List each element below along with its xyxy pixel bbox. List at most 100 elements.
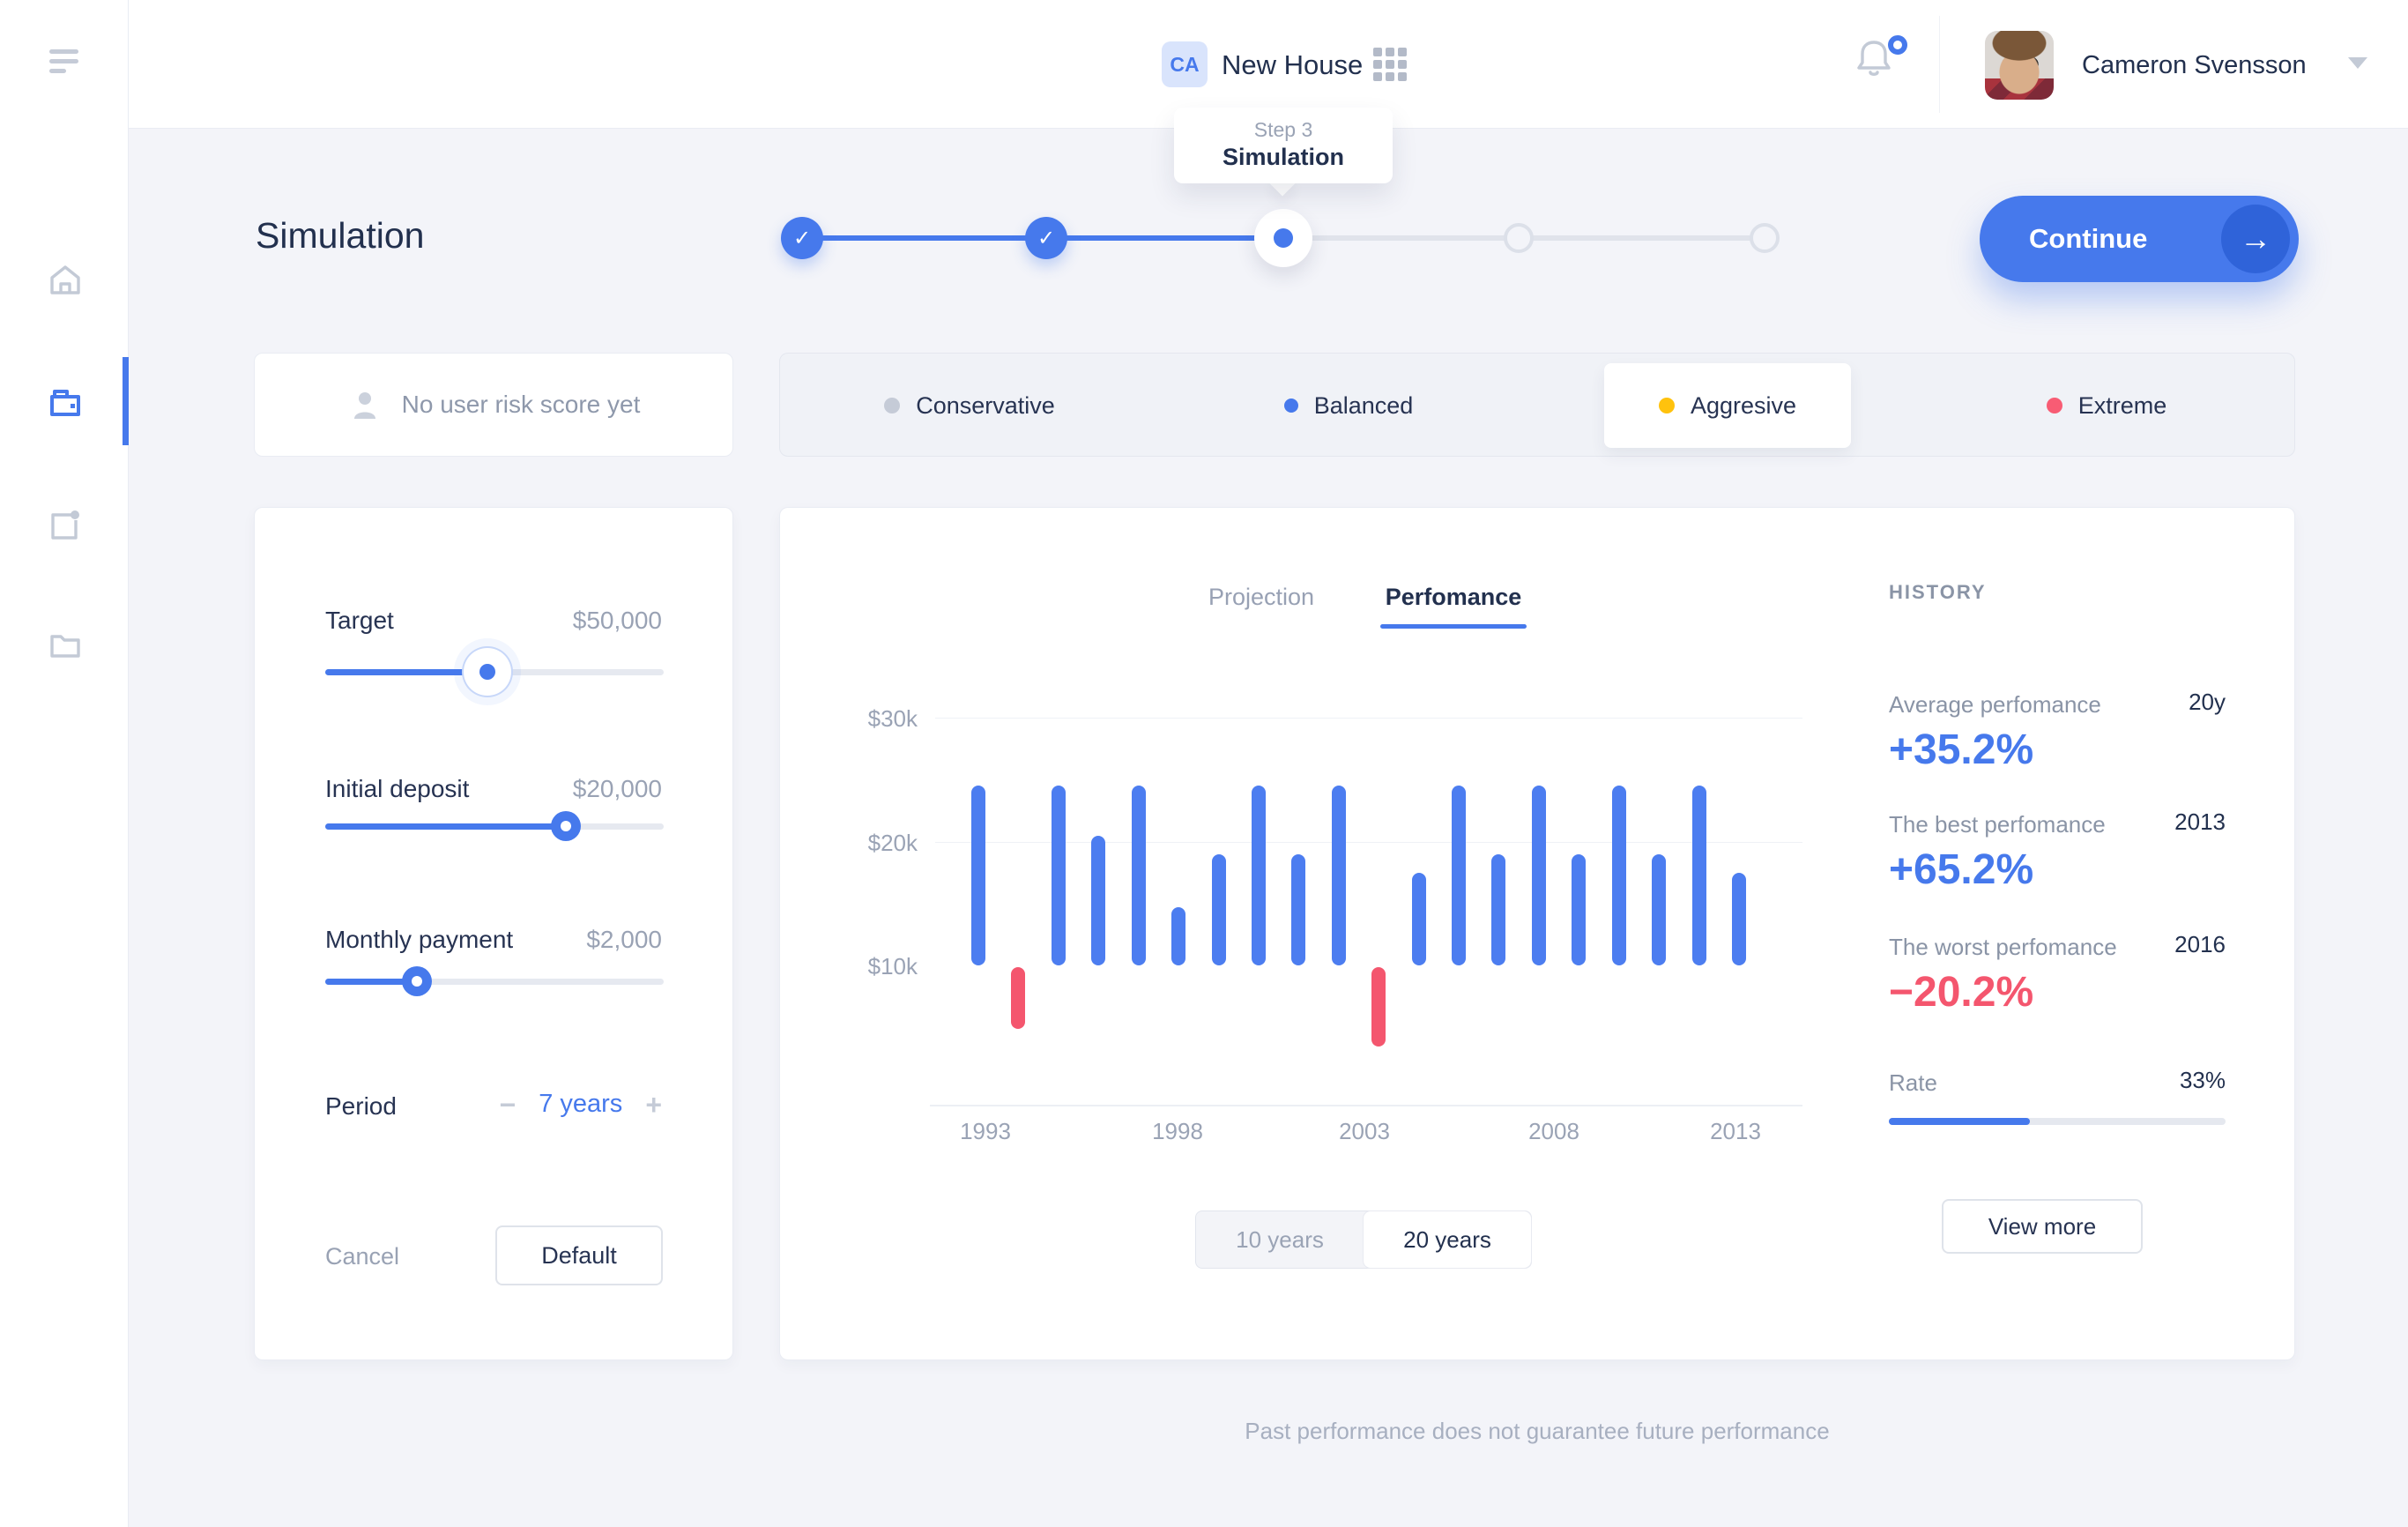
range-10-years[interactable]: 10 years [1236,1225,1324,1253]
risk-dot-icon [1658,398,1675,413]
x-tick-label: 1998 [1152,1118,1203,1144]
history-item-value: −20.2% [1889,969,2034,1016]
monthly-payment-label: Monthly payment [325,926,514,953]
risk-option-extreme[interactable]: Extreme [1917,354,2296,458]
default-button[interactable]: Default [495,1225,663,1285]
step-4-todo[interactable] [1504,223,1534,253]
target-label: Target [325,607,394,634]
range-toggle: 10 years 20 years [1195,1210,1532,1269]
bar-2001 [1291,854,1306,965]
bar-1996 [1091,836,1106,965]
x-tick-label: 1993 [960,1118,1011,1144]
continue-button[interactable]: Continue → [1980,196,2299,282]
step-1-done[interactable]: ✓ [781,217,823,259]
bar-2003 [1371,967,1386,1047]
step-tooltip-name: Simulation [1222,144,1344,170]
disclaimer-text: Past performance does not guarantee futu… [1245,1418,1830,1444]
period-label: Period [325,1092,397,1120]
bar-2005 [1452,785,1467,965]
risk-option-conservative[interactable]: Conservative [780,354,1159,458]
history-item-label: Average perfomance [1889,691,2101,718]
target-value: $50,000 [572,607,662,634]
user-name[interactable]: Cameron Svensson [2082,51,2307,79]
project-notification-icon[interactable] [48,508,83,543]
cancel-button[interactable]: Cancel [325,1243,400,1270]
arrow-right-icon: → [2221,205,2290,273]
x-axis-line [930,1105,1802,1106]
initial-deposit-slider-thumb[interactable] [550,811,581,841]
bar-2002 [1331,785,1346,965]
active-nav-indicator [123,357,129,445]
step-tooltip: Step 3 Simulation [1174,108,1393,183]
step-tooltip-step: Step 3 [1253,118,1313,141]
apps-grid-icon[interactable] [1373,48,1407,81]
risk-dot-icon [884,398,901,413]
period-increase-button[interactable]: + [645,1088,662,1121]
user-menu-chevron-down-icon[interactable] [2348,57,2367,69]
bar-2012 [1731,873,1746,965]
bar-2006 [1491,854,1506,965]
rate-progress [1889,1118,2226,1125]
history-item-tag: 2016 [2174,931,2226,957]
target-slider-thumb[interactable] [462,646,514,697]
target-slider[interactable] [325,646,664,697]
rate-value: 33% [2179,1067,2226,1093]
project-name: New House [1222,49,1364,80]
header-divider [1939,16,1940,113]
period-decrease-button[interactable]: − [499,1088,517,1121]
radio-selected-icon [1283,399,1298,413]
initial-deposit-label: Initial deposit [325,775,470,802]
step-3-current[interactable] [1254,209,1312,267]
initial-deposit-slider[interactable] [325,811,664,841]
history-item-tag: 20y [2189,689,2226,715]
bar-1997 [1131,785,1146,965]
history-item-label: The worst perfomance [1889,934,2117,960]
view-more-button[interactable]: View more [1942,1199,2143,1254]
home-icon[interactable] [48,263,83,298]
tab-perfomance[interactable]: Perfomance [1385,584,1522,610]
active-tab-underline [1380,624,1527,629]
history-item-label: The best perfomance [1889,811,2106,838]
bar-1998 [1171,907,1186,965]
hamburger-menu-icon[interactable] [49,49,79,76]
risk-option-balanced[interactable]: Balanced [1159,354,1538,458]
notifications-bell-icon[interactable] [1854,35,1907,93]
bar-2008 [1572,854,1587,965]
bar-1995 [1051,785,1066,965]
initial-deposit-value: $20,000 [572,775,662,802]
monthly-payment-slider[interactable] [325,966,664,996]
risk-level-selector: Conservative Balanced Aggresive Extreme [779,353,2295,457]
y-tick-label: $20k [867,830,918,856]
history-panel: HISTORY Average perfomance 20y +35.2% The b… [1889,508,2226,1361]
y-tick-label: $30k [867,705,918,732]
performance-card: Projection Perfomance $30k $20k $10k 1993 19… [779,507,2295,1360]
top-header: CA New House Cameron Svensson [129,0,2408,129]
risk-option-label: Extreme [2077,391,2167,419]
bar-2009 [1611,785,1626,965]
bar-2010 [1652,854,1667,965]
step-5-todo[interactable] [1750,223,1780,253]
period-control: − 7 years + [500,1090,662,1119]
risk-option-aggresive[interactable]: Aggresive [1538,354,1917,458]
monthly-payment-value: $2,000 [586,926,662,953]
tab-projection[interactable]: Projection [1208,584,1315,610]
bar-2007 [1531,785,1546,965]
notification-badge [1888,35,1907,55]
bar-2004 [1411,873,1426,965]
user-avatar[interactable] [1985,31,2054,100]
range-20-years[interactable]: 20 years [1364,1211,1531,1268]
continue-button-label: Continue [2029,223,2148,254]
project-initials-badge: CA [1162,41,1208,87]
risk-option-label: Aggresive [1690,391,1797,419]
sidebar [0,0,129,1527]
x-tick-label: 2013 [1710,1118,1761,1144]
risk-option-highlight-card [1604,363,1851,448]
user-icon [353,392,375,419]
gridline-20k [935,842,1802,843]
step-2-done[interactable]: ✓ [1025,217,1067,259]
bar-1994 [1011,967,1026,1029]
folder-icon[interactable] [48,628,83,663]
wallet-icon[interactable] [48,385,83,421]
monthly-payment-slider-thumb[interactable] [401,966,432,996]
rate-label: Rate [1889,1069,1937,1096]
